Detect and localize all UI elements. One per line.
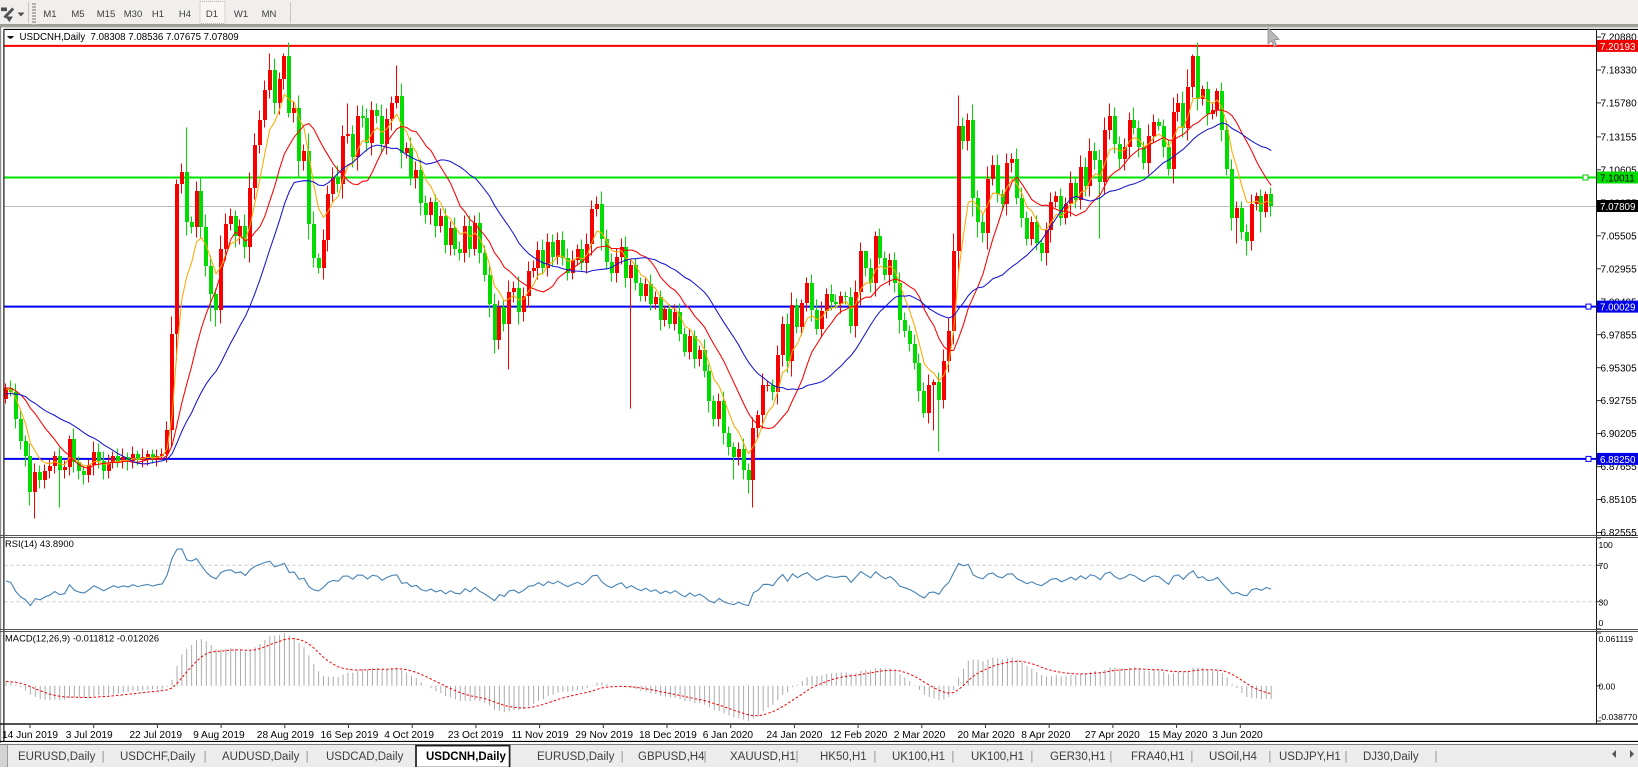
svg-text:7.05505: 7.05505	[1601, 231, 1638, 242]
svg-text:|: |	[704, 751, 707, 763]
svg-text:6.90205: 6.90205	[1601, 429, 1638, 440]
svg-text:7.20880: 7.20880	[1601, 33, 1638, 44]
svg-text:27 Apr 2020: 27 Apr 2020	[1085, 730, 1140, 741]
svg-text:6.92755: 6.92755	[1601, 396, 1638, 407]
svg-text:7.15780: 7.15780	[1601, 99, 1638, 110]
svg-text:D1: D1	[206, 9, 218, 20]
svg-text:6.97855: 6.97855	[1601, 330, 1638, 341]
svg-text:6 Jan 2020: 6 Jan 2020	[703, 730, 754, 741]
svg-text:M30: M30	[124, 9, 142, 20]
svg-text:|: |	[1435, 751, 1438, 763]
svg-text:|: |	[1030, 751, 1033, 763]
svg-text:GER30,H1: GER30,H1	[1050, 751, 1106, 763]
svg-text:0: 0	[1599, 618, 1604, 628]
svg-text:|: |	[306, 751, 309, 763]
svg-text:15 May 2020: 15 May 2020	[1149, 730, 1208, 741]
svg-text:HK50,H1: HK50,H1	[820, 751, 867, 763]
svg-text:7.00029: 7.00029	[1600, 303, 1635, 314]
svg-text:70: 70	[1599, 561, 1609, 571]
svg-text:H1: H1	[152, 9, 164, 20]
svg-text:20 Mar 2020: 20 Mar 2020	[958, 730, 1016, 741]
svg-text:|: |	[951, 751, 954, 763]
svg-text:12 Feb 2020: 12 Feb 2020	[830, 730, 888, 741]
svg-text:24 Jan 2020: 24 Jan 2020	[766, 730, 822, 741]
svg-text:|: |	[1268, 751, 1271, 763]
svg-text:DJ30,Daily: DJ30,Daily	[1363, 751, 1419, 763]
svg-text:M5: M5	[71, 9, 84, 20]
svg-text:14 Jun 2019: 14 Jun 2019	[2, 730, 58, 741]
svg-text:EURUSD,Daily: EURUSD,Daily	[18, 751, 96, 763]
svg-text:6.82555: 6.82555	[1601, 528, 1638, 539]
svg-text:FRA40,H1: FRA40,H1	[1131, 751, 1185, 763]
svg-text:|: |	[1109, 751, 1112, 763]
svg-text:UK100,H1: UK100,H1	[892, 751, 945, 763]
svg-text:16 Sep 2019: 16 Sep 2019	[321, 730, 379, 741]
svg-text:|: |	[796, 751, 799, 763]
svg-text:22 Jul 2019: 22 Jul 2019	[129, 730, 182, 741]
svg-text:2 Mar 2020: 2 Mar 2020	[894, 730, 946, 741]
svg-text:XAUUSD,H1: XAUUSD,H1	[730, 751, 796, 763]
svg-text:29 Nov 2019: 29 Nov 2019	[575, 730, 633, 741]
svg-text:7.20193: 7.20193	[1600, 42, 1636, 53]
svg-text:6.85105: 6.85105	[1601, 495, 1638, 506]
svg-text:USDCHF,Daily: USDCHF,Daily	[120, 751, 196, 763]
svg-text:|: |	[102, 751, 105, 763]
svg-text:|: |	[204, 751, 207, 763]
svg-text:M15: M15	[97, 9, 115, 20]
svg-text:7.13155: 7.13155	[1601, 133, 1638, 144]
svg-text:3 Jul 2019: 3 Jul 2019	[66, 730, 113, 741]
svg-text:6.88250: 6.88250	[1600, 455, 1636, 466]
svg-text:H4: H4	[179, 9, 191, 20]
svg-text:23 Oct 2019: 23 Oct 2019	[448, 730, 504, 741]
svg-text:7.18330: 7.18330	[1601, 66, 1638, 77]
svg-text:|: |	[873, 751, 876, 763]
svg-text:0.00: 0.00	[1599, 682, 1616, 692]
svg-text:USOil,H4: USOil,H4	[1209, 751, 1258, 763]
svg-text:MN: MN	[262, 9, 277, 20]
svg-text:0.061119: 0.061119	[1599, 634, 1634, 644]
svg-text:30: 30	[1599, 597, 1609, 607]
svg-text:4 Oct 2019: 4 Oct 2019	[384, 730, 434, 741]
svg-text:GBPUSD,H4: GBPUSD,H4	[638, 751, 705, 763]
svg-text:-0.038770: -0.038770	[1599, 712, 1638, 722]
svg-text:9 Aug 2019: 9 Aug 2019	[193, 730, 245, 741]
svg-text:UK100,H1: UK100,H1	[971, 751, 1024, 763]
svg-text:|: |	[1345, 751, 1348, 763]
svg-text:USDCNH,Daily 7.08308 7.08536: USDCNH,Daily 7.08308 7.08536 7.07675 7.0…	[20, 32, 239, 43]
svg-text:|: |	[1190, 751, 1193, 763]
svg-text:MACD(12,26,9) -0.011812 -0.012: MACD(12,26,9) -0.011812 -0.012026	[5, 633, 159, 644]
svg-text:100: 100	[1599, 540, 1614, 550]
svg-text:M1: M1	[43, 9, 56, 20]
svg-text:7.10011: 7.10011	[1600, 173, 1635, 184]
svg-text:11 Nov 2019: 11 Nov 2019	[512, 730, 569, 741]
svg-text:6.95305: 6.95305	[1601, 363, 1638, 374]
svg-text:28 Aug 2019: 28 Aug 2019	[257, 730, 315, 741]
svg-text:7.10605: 7.10605	[1601, 165, 1638, 176]
svg-text:7.07809: 7.07809	[1600, 202, 1635, 213]
svg-text:6.87655: 6.87655	[1601, 462, 1638, 473]
svg-text:RSI(14) 43.8900: RSI(14) 43.8900	[5, 538, 74, 549]
svg-text:W1: W1	[234, 9, 248, 20]
svg-text:EURUSD,Daily: EURUSD,Daily	[537, 751, 615, 763]
svg-text:USDCAD,Daily: USDCAD,Daily	[326, 751, 404, 763]
svg-text:18 Dec 2019: 18 Dec 2019	[639, 730, 697, 741]
svg-text:7.02955: 7.02955	[1601, 264, 1638, 275]
svg-text:USDCNH,Daily: USDCNH,Daily	[426, 751, 506, 763]
svg-text:AUDUSD,Daily: AUDUSD,Daily	[222, 751, 300, 763]
svg-text:USDJPY,H1: USDJPY,H1	[1279, 751, 1341, 763]
svg-text:3 Jun 2020: 3 Jun 2020	[1212, 730, 1263, 741]
svg-text:|: |	[621, 751, 624, 763]
svg-text:8 Apr 2020: 8 Apr 2020	[1021, 730, 1071, 741]
